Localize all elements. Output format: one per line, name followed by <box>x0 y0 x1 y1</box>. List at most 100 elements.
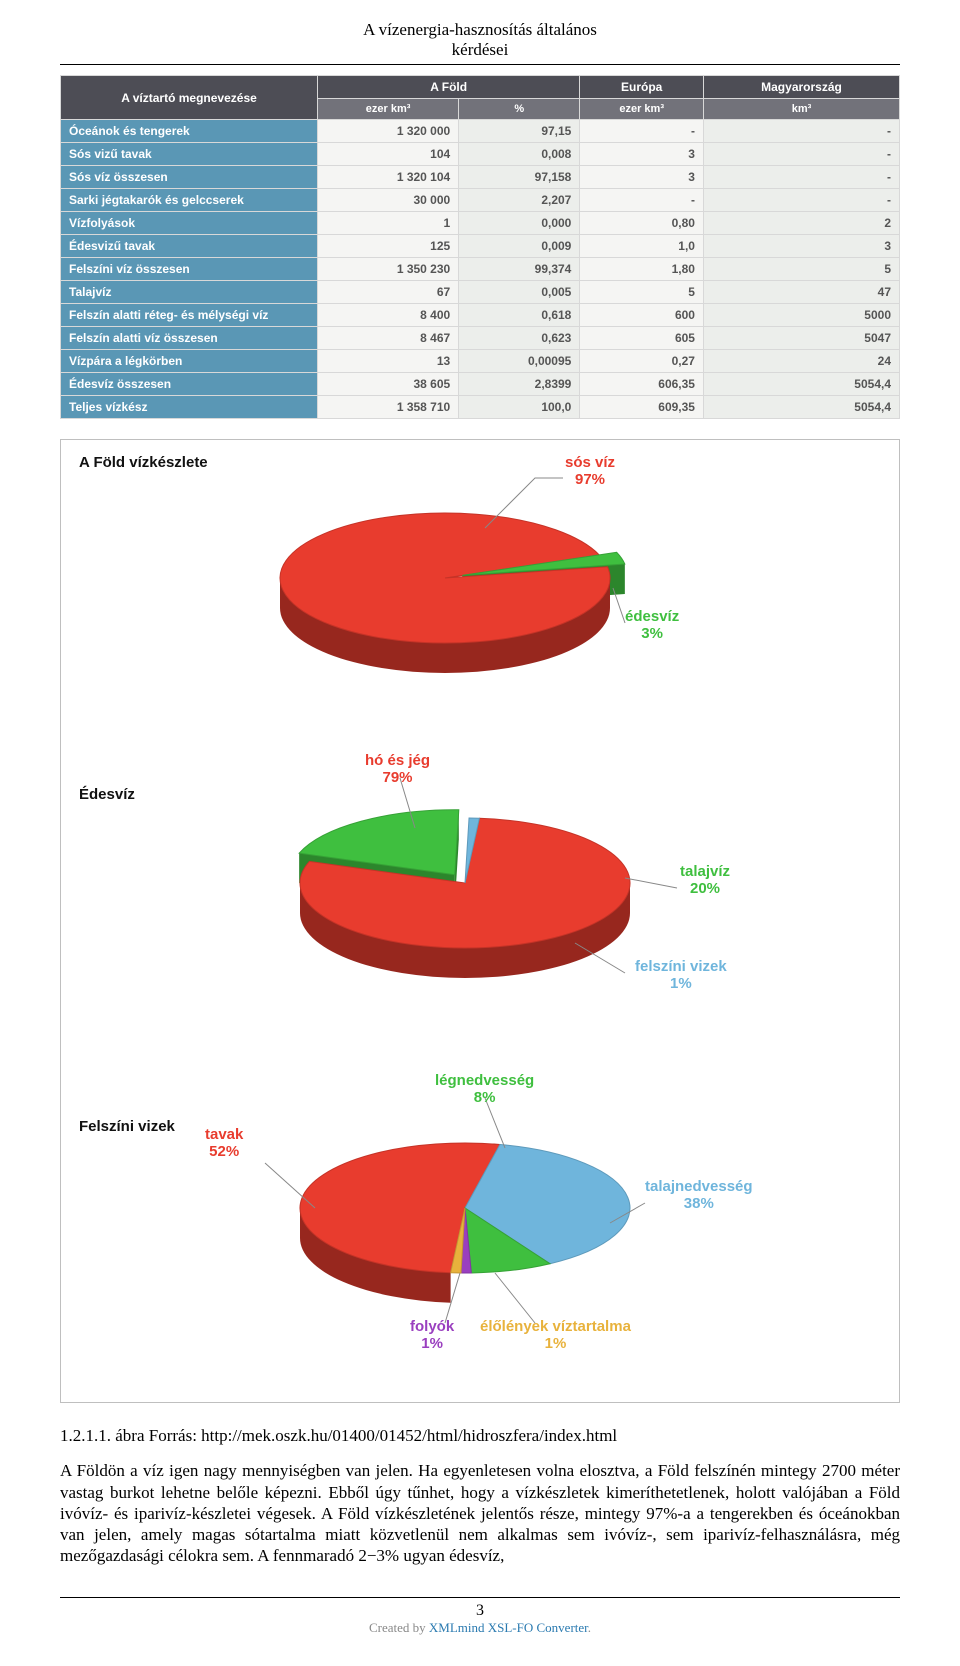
row-label: Sós víz összesen <box>61 166 318 189</box>
table-cell: 38 605 <box>318 373 459 396</box>
chart-2-row: Édesvíz hó és jég 79% talajvíz 20% felsz… <box>65 748 895 1028</box>
table-cell: 0,005 <box>459 281 580 304</box>
chart-3-label-elol: élőlények víztartalma 1% <box>480 1318 631 1353</box>
chart-2-label-2: felszíni vizek <box>635 958 727 975</box>
table-row: Édesvizű tavak1250,0091,03 <box>61 235 900 258</box>
table-cell: 1,0 <box>580 235 704 258</box>
table-cell: 67 <box>318 281 459 304</box>
chart-1-label-1: édesvíz <box>625 608 679 625</box>
row-label: Édesvíz összesen <box>61 373 318 396</box>
chart-3-label-3: folyók <box>410 1318 454 1335</box>
charts-container: A Föld vízkészlete sós víz 97% édesvíz 3… <box>60 439 900 1403</box>
table-cell: 0,00095 <box>459 350 580 373</box>
title-line-2: kérdései <box>452 40 509 59</box>
credit-link[interactable]: XMLmind XSL-FO Converter <box>429 1620 588 1635</box>
th-europa: Európa <box>580 76 704 99</box>
table-row: Sarki jégtakarók és gelccserek30 0002,20… <box>61 189 900 212</box>
table-cell: 0,000 <box>459 212 580 235</box>
chart-3-pct-4: 1% <box>480 1335 631 1352</box>
chart-1-row: A Föld vízkészlete sós víz 97% édesvíz 3… <box>65 448 895 708</box>
table-row: Felszín alatti réteg- és mélységi víz8 4… <box>61 304 900 327</box>
table-row: Vízfolyások10,0000,802 <box>61 212 900 235</box>
chart-2-label-1: talajvíz <box>680 863 730 880</box>
chart-3-label-legned: légnedvesség 8% <box>435 1072 534 1107</box>
figure-caption: 1.2.1.1. ábra Forrás: http://mek.oszk.hu… <box>60 1425 900 1446</box>
table-cell: 99,374 <box>459 258 580 281</box>
chart-3-row: Felszíni vizek tavak 52% talajnedvesség … <box>65 1068 895 1388</box>
table-body: Óceánok és tengerek1 320 00097,15--Sós v… <box>61 120 900 419</box>
table-cell: 47 <box>703 281 899 304</box>
chart-2-pct-2: 1% <box>635 975 727 992</box>
th-sub-4: km³ <box>703 99 899 120</box>
chart-2-pct-0: 79% <box>365 769 430 786</box>
chart-2-label-talajviz: talajvíz 20% <box>680 863 730 898</box>
chart-2-svg <box>65 748 885 1028</box>
table-cell: 97,158 <box>459 166 580 189</box>
chart-3-label-tavak: tavak 52% <box>205 1126 243 1161</box>
table-cell: 13 <box>318 350 459 373</box>
chart-3-svg <box>65 1068 885 1388</box>
table-cell: 0,008 <box>459 143 580 166</box>
chart-3-label-0: tavak <box>205 1126 243 1143</box>
th-sub-1: ezer km³ <box>318 99 459 120</box>
chart-1-pct-0: 97% <box>565 471 615 488</box>
table-cell: 1 320 000 <box>318 120 459 143</box>
page-header: A vízenergia-hasznosítás általános kérdé… <box>60 20 900 65</box>
table-cell: 8 467 <box>318 327 459 350</box>
th-sub-2: % <box>459 99 580 120</box>
table-cell: 5047 <box>703 327 899 350</box>
table-cell: 1 358 710 <box>318 396 459 419</box>
chart-1-pct-1: 3% <box>625 625 679 642</box>
chart-1-label-0: sós víz <box>565 454 615 471</box>
table-header-row-1: A víztartó megnevezése A Föld Európa Mag… <box>61 76 900 99</box>
table-cell: 5000 <box>703 304 899 327</box>
chart-3-label-4: élőlények víztartalma <box>480 1318 631 1335</box>
th-fold: A Föld <box>318 76 580 99</box>
table-head: A víztartó megnevezése A Föld Európa Mag… <box>61 76 900 120</box>
chart-1-svg <box>65 448 885 708</box>
table-cell: 8 400 <box>318 304 459 327</box>
table-cell: 5 <box>580 281 704 304</box>
table-cell: 1 320 104 <box>318 166 459 189</box>
row-label: Felszíni víz összesen <box>61 258 318 281</box>
chart-3-pct-0: 52% <box>205 1143 243 1160</box>
body-paragraph: A Földön a víz igen nagy mennyiségben va… <box>60 1460 900 1566</box>
chart-3-label-talajned: talajnedvesség 38% <box>645 1178 753 1213</box>
table-cell: 125 <box>318 235 459 258</box>
leader-line <box>495 1273 535 1323</box>
table-cell: 5 <box>703 258 899 281</box>
table-cell: 5054,4 <box>703 373 899 396</box>
table-cell: - <box>703 166 899 189</box>
table-cell: 0,623 <box>459 327 580 350</box>
table-cell: 97,15 <box>459 120 580 143</box>
th-row-labels: A víztartó megnevezése <box>61 76 318 120</box>
table-cell: 605 <box>580 327 704 350</box>
chart-3-label-2: légnedvesség <box>435 1072 534 1089</box>
table-cell: 609,35 <box>580 396 704 419</box>
table-cell: 1 <box>318 212 459 235</box>
table-cell: 600 <box>580 304 704 327</box>
table-cell: 2 <box>703 212 899 235</box>
page-footer: 3 Created by XMLmind XSL-FO Converter. <box>60 1597 900 1636</box>
table-row: Teljes vízkész1 358 710100,0609,355054,4 <box>61 396 900 419</box>
table-cell: - <box>703 189 899 212</box>
table-cell: 0,80 <box>580 212 704 235</box>
table-cell: 1,80 <box>580 258 704 281</box>
table-cell: 1 350 230 <box>318 258 459 281</box>
chart-2-label-hojeg: hó és jég 79% <box>365 752 430 787</box>
page-title: A vízenergia-hasznosítás általános kérdé… <box>60 20 900 60</box>
th-magyar: Magyarország <box>703 76 899 99</box>
credit-prefix: Created by <box>369 1620 429 1635</box>
chart-3-label-folyok: folyók 1% <box>410 1318 454 1353</box>
table-row: Édesvíz összesen38 6052,8399606,355054,4 <box>61 373 900 396</box>
table-cell: 0,27 <box>580 350 704 373</box>
chart-3-pct-3: 1% <box>410 1335 454 1352</box>
table-row: Talajvíz670,005547 <box>61 281 900 304</box>
chart-1-title: A Föld vízkészlete <box>79 454 208 471</box>
table-cell: - <box>703 120 899 143</box>
row-label: Vízpára a légkörben <box>61 350 318 373</box>
chart-2-label-felszini: felszíni vizek 1% <box>635 958 727 993</box>
table-cell: 100,0 <box>459 396 580 419</box>
chart-2-title: Édesvíz <box>79 786 135 803</box>
credit-suffix: . <box>588 1620 591 1635</box>
